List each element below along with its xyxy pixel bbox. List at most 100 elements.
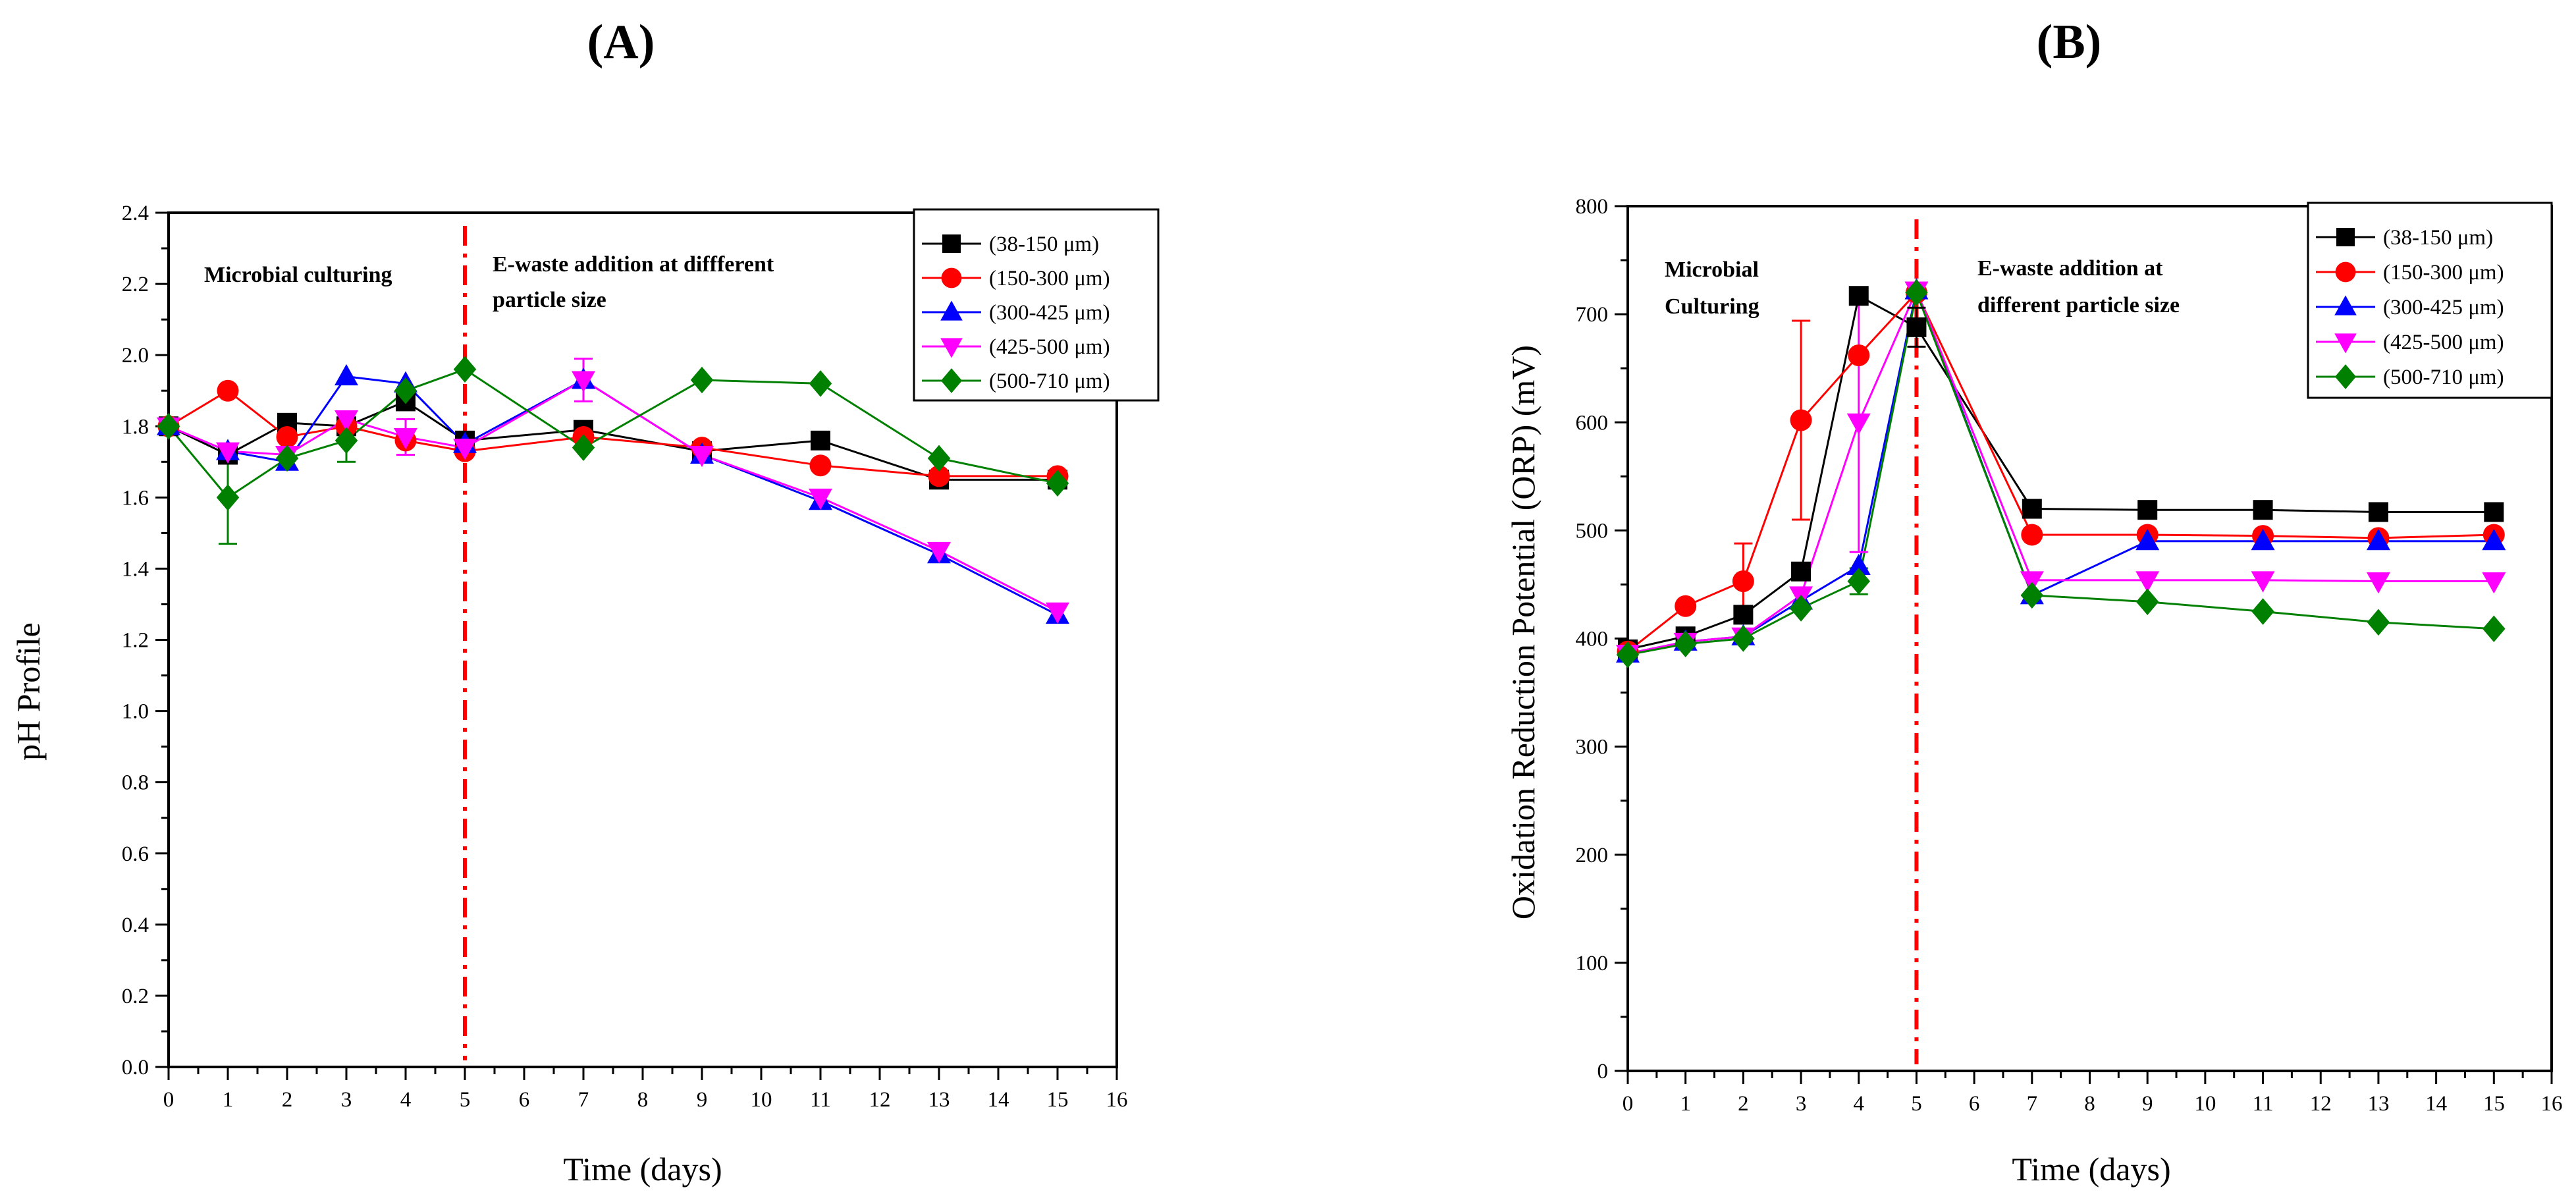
legend-marker bbox=[940, 368, 963, 393]
series-line bbox=[168, 389, 1058, 477]
legend-marker bbox=[2334, 364, 2357, 389]
x-tick-label: 10 bbox=[751, 1088, 772, 1112]
data-point bbox=[2135, 529, 2160, 551]
data-point bbox=[928, 465, 950, 487]
y-tick-label: 0.6 bbox=[122, 842, 149, 866]
y-tick-label: 400 bbox=[1576, 628, 1609, 651]
panel-b-legend-entry: (300-425 μm) bbox=[2316, 296, 2504, 319]
data-point bbox=[335, 410, 358, 432]
panel-a-annotation-culturing: Microbial culturing bbox=[204, 263, 392, 287]
panel-a-legend-label: (150-300 μm) bbox=[989, 267, 1110, 290]
data-point bbox=[1732, 625, 1755, 652]
panel-a: (A) 0 1 2 3 4 5 6 7 8 9 10 11 12 13 14 15 160.00.20.40.6… bbox=[10, 15, 1160, 1187]
panel-a-legend-entry: (300-425 μm) bbox=[922, 301, 1110, 325]
data-point bbox=[1732, 570, 1754, 593]
data-point bbox=[2022, 499, 2042, 519]
x-tick-label: 5 bbox=[1911, 1092, 1922, 1116]
panel-a-annotation-ewaste-line1: E-waste addition at diffferent bbox=[493, 252, 774, 277]
y-tick-label: 200 bbox=[1576, 844, 1609, 867]
data-point bbox=[1675, 595, 1697, 617]
panel-a-legend-entry: (425-500 μm) bbox=[922, 335, 1110, 359]
legend-marker bbox=[942, 234, 961, 253]
data-point bbox=[2366, 529, 2390, 551]
panel-b-annotation-ewaste-line1: E-waste addition at bbox=[1977, 256, 2163, 281]
x-tick-label: 11 bbox=[810, 1088, 831, 1112]
data-point bbox=[1790, 409, 1812, 431]
data-point bbox=[1905, 279, 1928, 306]
panel-a-y-axis-title: pH Profile bbox=[10, 622, 47, 761]
data-point bbox=[1046, 470, 1069, 497]
x-tick-label: 16 bbox=[1106, 1088, 1128, 1112]
data-point bbox=[927, 541, 951, 564]
x-tick-label: 6 bbox=[1969, 1092, 1980, 1116]
data-point bbox=[394, 427, 417, 450]
data-point bbox=[1848, 344, 1870, 366]
data-point bbox=[453, 439, 477, 460]
panel-b-annotation-ewaste-line2: different particle size bbox=[1977, 293, 2180, 317]
data-point bbox=[2482, 529, 2506, 551]
panel-a-markers bbox=[157, 356, 1069, 624]
y-tick-label: 0.0 bbox=[122, 1056, 149, 1079]
panel-b-label: (B) bbox=[2037, 15, 2102, 69]
y-tick-label: 100 bbox=[1576, 952, 1609, 975]
data-point bbox=[1906, 317, 1927, 337]
x-tick-label: 10 bbox=[2194, 1092, 2216, 1116]
y-tick-label: 600 bbox=[1576, 411, 1609, 435]
data-point bbox=[2482, 572, 2506, 594]
x-tick-label: 2 bbox=[282, 1088, 293, 1112]
panel-a-annotation-ewaste-line2: particle size bbox=[493, 288, 606, 312]
series-line bbox=[168, 375, 1058, 616]
legend-marker bbox=[941, 267, 962, 288]
panel-a-legend-entry: (38-150 μm) bbox=[922, 232, 1099, 256]
data-point bbox=[335, 364, 358, 386]
panel-b-legend-entry: (425-500 μm) bbox=[2316, 331, 2504, 354]
data-point bbox=[1733, 605, 1754, 625]
panel-b-x-axis-title: Time (days) bbox=[2012, 1151, 2170, 1187]
y-tick-label: 0.2 bbox=[122, 985, 149, 1008]
data-point bbox=[1674, 630, 1697, 657]
panel-b-annotation-culturing-line2: Culturing bbox=[1665, 294, 1759, 319]
x-tick-label: 3 bbox=[1796, 1092, 1807, 1116]
data-point bbox=[1616, 641, 1640, 668]
panel-b-legend-label: (38-150 μm) bbox=[2383, 226, 2493, 250]
panel-b-legend: (38-150 μm) (150-300 μm) (300-425 μm) (4… bbox=[2307, 202, 2553, 399]
panel-a-legend-label: (300-425 μm) bbox=[989, 301, 1110, 325]
data-point bbox=[1847, 568, 1870, 595]
data-point bbox=[1846, 553, 1871, 576]
panel-b-legend-label: (300-425 μm) bbox=[2383, 296, 2504, 319]
data-point bbox=[453, 356, 477, 383]
x-tick-label: 9 bbox=[2142, 1092, 2153, 1116]
data-point bbox=[2482, 615, 2506, 642]
data-point bbox=[2368, 502, 2388, 522]
panel-a-legend-markers bbox=[940, 234, 963, 393]
x-tick-label: 7 bbox=[2027, 1092, 2038, 1116]
data-point bbox=[2135, 588, 2159, 615]
x-tick-label: 12 bbox=[869, 1088, 891, 1112]
y-tick-label: 0.4 bbox=[122, 914, 149, 937]
panel-a-label: (A) bbox=[587, 15, 655, 69]
panel-a-legend: (38-150 μm) (150-300 μm) (300-425 μm) (4… bbox=[913, 208, 1160, 402]
y-tick-label: 800 bbox=[1576, 195, 1609, 219]
y-tick-label: 0.8 bbox=[122, 771, 149, 795]
legend-marker bbox=[940, 338, 963, 358]
data-point bbox=[1046, 602, 1069, 624]
data-point bbox=[2021, 524, 2043, 546]
x-tick-label: 16 bbox=[2541, 1092, 2563, 1116]
data-point bbox=[2253, 500, 2273, 520]
data-point bbox=[809, 488, 832, 510]
data-point bbox=[1789, 595, 1813, 622]
panel-a-legend-entry: (500-710 μm) bbox=[922, 369, 1110, 393]
panel-b: (B) 0 1 2 3 4 5 6 7 8 9 10 11 12 13 14 15 16010020030040… bbox=[1505, 15, 2563, 1187]
panel-b-legend-label: (150-300 μm) bbox=[2383, 261, 2504, 285]
panel-b-axes: 0 1 2 3 4 5 6 7 8 9 10 11 12 13 14 15 160100200300400500… bbox=[1576, 195, 2563, 1116]
legend-marker bbox=[2334, 295, 2357, 315]
data-point bbox=[809, 454, 832, 477]
legend-marker bbox=[2335, 261, 2356, 283]
x-tick-label: 3 bbox=[341, 1088, 352, 1112]
panel-a-x-axis-title: Time (days) bbox=[563, 1151, 722, 1187]
x-tick-label: 6 bbox=[519, 1088, 530, 1112]
x-tick-label: 13 bbox=[928, 1088, 950, 1112]
data-point bbox=[811, 430, 830, 450]
y-tick-label: 1.4 bbox=[122, 557, 149, 581]
panel-b-legend-entry: (150-300 μm) bbox=[2316, 261, 2504, 285]
